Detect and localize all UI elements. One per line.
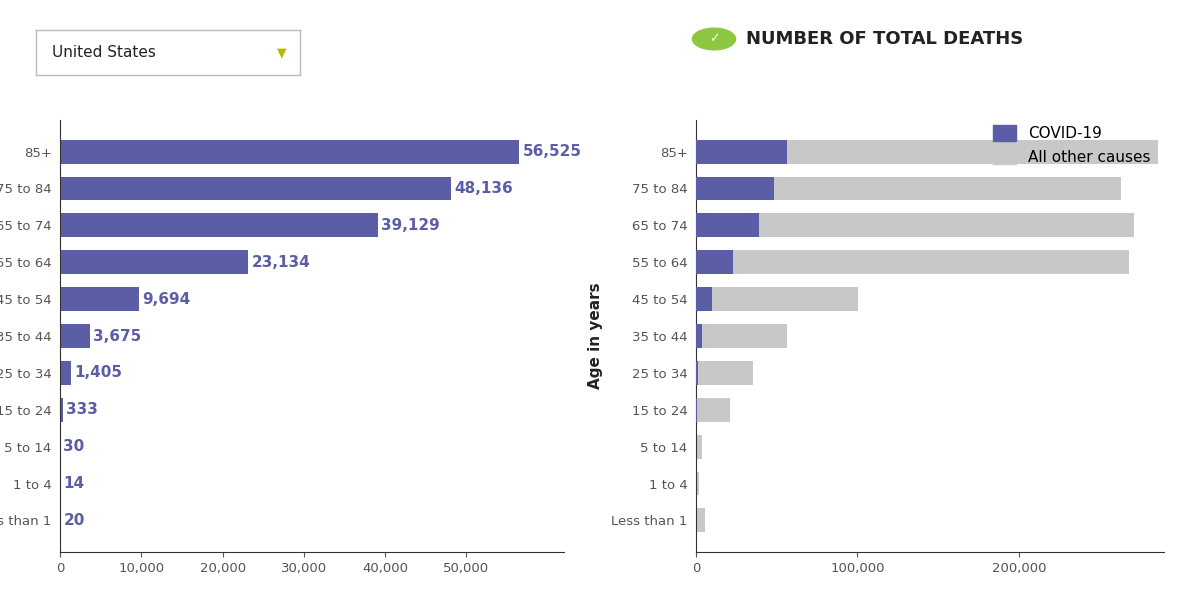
Bar <box>696 324 702 348</box>
Bar <box>696 361 698 385</box>
Bar <box>696 214 760 238</box>
Text: ▼: ▼ <box>277 46 287 59</box>
Text: 23,134: 23,134 <box>251 255 310 270</box>
Bar <box>696 361 754 385</box>
Bar <box>696 250 733 274</box>
Text: 14: 14 <box>64 476 84 491</box>
Text: NUMBER OF TOTAL DEATHS: NUMBER OF TOTAL DEATHS <box>746 30 1024 48</box>
Text: 39,129: 39,129 <box>382 218 440 233</box>
Text: 3,675: 3,675 <box>94 329 142 343</box>
Bar <box>696 250 1129 274</box>
Bar <box>60 214 378 238</box>
Bar <box>696 176 774 200</box>
Y-axis label: Age in years: Age in years <box>588 283 602 389</box>
Bar <box>60 287 139 311</box>
Text: 56,525: 56,525 <box>523 144 582 159</box>
Text: 333: 333 <box>66 402 98 417</box>
Bar <box>60 140 520 164</box>
Bar <box>60 250 248 274</box>
Text: ✓: ✓ <box>709 32 719 46</box>
Bar <box>696 176 1121 200</box>
Text: 48,136: 48,136 <box>455 181 514 196</box>
Bar <box>696 434 702 458</box>
Text: 1,405: 1,405 <box>74 365 122 380</box>
Text: 30: 30 <box>64 439 85 454</box>
Bar <box>696 287 858 311</box>
Bar <box>696 140 787 164</box>
Bar <box>696 398 731 422</box>
Bar <box>60 324 90 348</box>
Bar <box>696 324 787 348</box>
Bar <box>60 398 62 422</box>
Text: 9,694: 9,694 <box>142 292 191 307</box>
Legend: COVID-19, All other causes: COVID-19, All other causes <box>986 119 1157 171</box>
Bar <box>696 508 706 532</box>
Bar <box>696 472 700 496</box>
Bar <box>696 214 1134 238</box>
Bar <box>60 176 451 200</box>
Text: United States: United States <box>52 45 156 60</box>
Bar <box>60 361 72 385</box>
Text: 20: 20 <box>64 513 85 528</box>
Bar <box>696 287 712 311</box>
Bar <box>696 140 1158 164</box>
